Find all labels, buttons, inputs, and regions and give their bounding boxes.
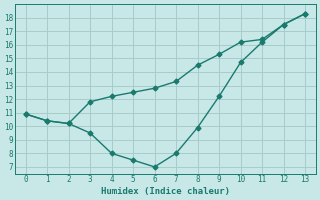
X-axis label: Humidex (Indice chaleur): Humidex (Indice chaleur) [101,187,230,196]
